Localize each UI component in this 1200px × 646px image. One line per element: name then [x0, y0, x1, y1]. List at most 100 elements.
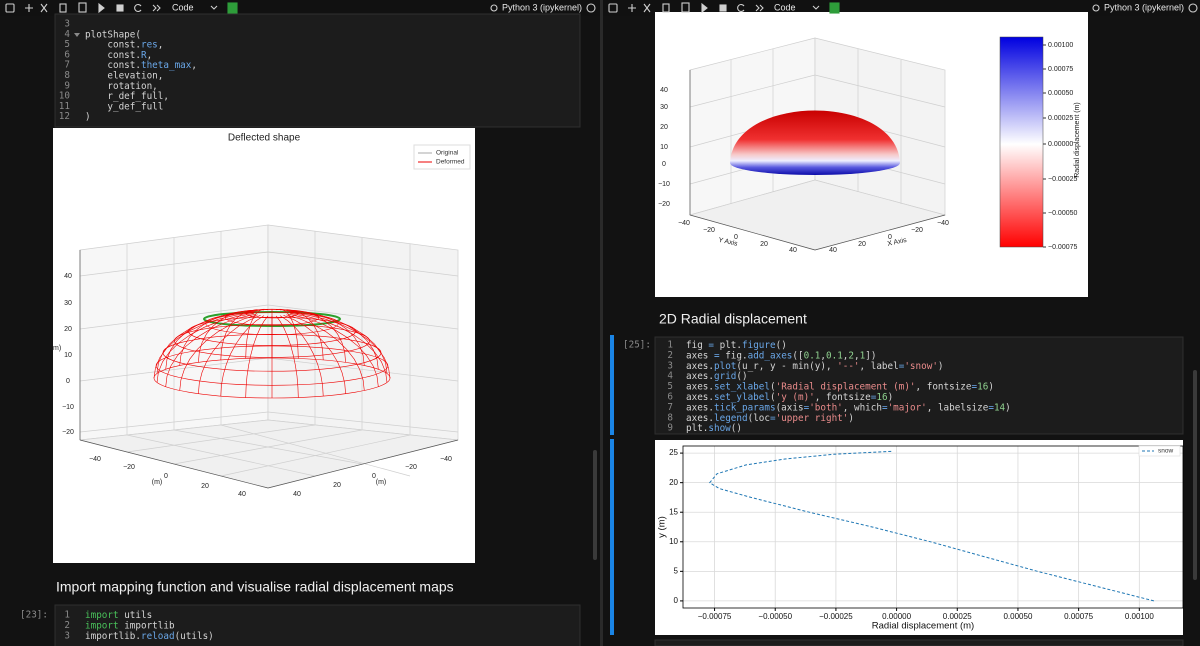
mesh-meridian: [179, 314, 258, 391]
toolbar-button[interactable]: [737, 3, 745, 13]
toolbar-button[interactable]: [227, 2, 238, 14]
z-tick-label: 40: [64, 273, 72, 280]
kernel-name[interactable]: Python 3 (ipykernel): [502, 2, 582, 12]
toolbar-button[interactable]: [812, 5, 820, 10]
toolbar-button[interactable]: [78, 2, 87, 13]
toolbar-button[interactable]: [681, 2, 690, 13]
colorbar-tick-label: −0.00050: [1048, 210, 1077, 217]
z-tick-label: 40: [660, 87, 668, 94]
line-number: 8: [64, 70, 70, 81]
z-tick-label: 0: [662, 161, 666, 168]
y-tick-label: 15: [669, 507, 678, 516]
x-tick-label: 0.00050: [1003, 612, 1032, 621]
code-line: rotation,: [85, 80, 158, 91]
y-tick-label: 25: [669, 448, 678, 457]
z-tick-label: 0: [66, 378, 70, 385]
code-line: const.res,: [85, 39, 163, 50]
toolbar-button[interactable]: [608, 3, 618, 13]
data-line: [708, 450, 1155, 602]
legend-label: Deformed: [436, 159, 465, 166]
toolbar-button[interactable]: [116, 4, 124, 12]
toolbar-button[interactable]: [134, 3, 142, 13]
mesh-meridian: [198, 310, 261, 363]
tick-label: 0: [888, 234, 892, 241]
line-number: 7: [64, 60, 70, 71]
axis-label: (m): [152, 479, 163, 486]
toolbar-button[interactable]: [1188, 3, 1198, 13]
tick-label: 0: [372, 473, 376, 480]
toolbar-icons: [5, 2, 596, 14]
toolbar-button[interactable]: [701, 2, 708, 14]
toolbar-button[interactable]: [643, 3, 651, 13]
mesh-meridian: [286, 310, 365, 366]
code-line: elevation,: [85, 70, 163, 81]
toolbar-button[interactable]: [490, 4, 498, 12]
line-number: 9: [667, 423, 673, 434]
mesh-meridian: [289, 313, 388, 383]
x-tick-label: −0.00050: [758, 612, 792, 621]
code-cell[interactable]: [54, 604, 581, 646]
code-line: plt.show(): [686, 423, 742, 434]
line-number: 5: [667, 381, 673, 392]
cell-type-dropdown[interactable]: Code: [172, 2, 194, 12]
tick-label: −40: [89, 456, 101, 463]
toolbar-button[interactable]: [210, 5, 218, 10]
cell-selection-bar: [610, 439, 614, 635]
toolbar-button[interactable]: [586, 3, 596, 13]
cell-selection-bar: [610, 335, 614, 435]
axes-3d: [79, 224, 459, 489]
tick-label: −40: [440, 456, 452, 463]
toolbar-button[interactable]: [1092, 4, 1100, 12]
toolbar-button[interactable]: [98, 2, 105, 14]
toolbar-button[interactable]: [59, 3, 67, 13]
code-line: plotShape(: [85, 29, 141, 40]
code-line: axes.tick_params(axis='both', which='maj…: [686, 402, 1011, 413]
tick-label: 40: [829, 247, 837, 254]
toolbar-button[interactable]: [152, 4, 161, 12]
fold-arrow[interactable]: [74, 33, 80, 37]
colorbar-tick-label: −0.00025: [1048, 176, 1077, 183]
toolbar: [0, 0, 600, 16]
code-cell[interactable]: [54, 13, 581, 128]
cell-type-dropdown[interactable]: Code: [774, 2, 796, 12]
code-line: y_def_full: [85, 101, 163, 112]
z-tick-label: −20: [62, 429, 74, 436]
kernel-name[interactable]: Python 3 (ipykernel): [1104, 2, 1184, 12]
line-number: 4: [64, 29, 70, 40]
code-line: ): [85, 111, 91, 122]
colorbar-tick-label: 0.00050: [1048, 90, 1073, 97]
y-tick-label: 20: [669, 478, 678, 487]
z-tick-label: 20: [660, 124, 668, 131]
tick-label: 20: [201, 483, 209, 490]
toolbar-button[interactable]: [25, 4, 33, 12]
code-cell[interactable]: [654, 639, 1184, 646]
code-line: import utils: [85, 610, 152, 621]
axis-label: m): [53, 345, 61, 352]
x-axis-label: Radial displacement (m): [872, 621, 974, 632]
colorbar-tick-label: 0.00025: [1048, 115, 1073, 122]
line-number: 3: [667, 360, 673, 371]
tick-label: −40: [937, 220, 949, 227]
toolbar-button[interactable]: [628, 4, 636, 12]
toolbar-button[interactable]: [829, 2, 840, 14]
scrollbar[interactable]: [593, 450, 597, 560]
toolbar-button[interactable]: [40, 3, 48, 13]
toolbar-button[interactable]: [755, 4, 764, 12]
toolbar-button[interactable]: [719, 4, 727, 12]
line-number: 3: [64, 19, 70, 30]
scrollbar[interactable]: [1193, 370, 1197, 580]
code-line: r_def_full,: [85, 91, 169, 102]
line-number: 12: [59, 111, 70, 122]
axis-label: X Axis: [887, 237, 908, 248]
x-tick-label: 0.00075: [1064, 612, 1093, 621]
line-number: 4: [667, 371, 673, 382]
toolbar-button[interactable]: [5, 3, 15, 13]
markdown-heading: Import mapping function and visualise ra…: [56, 579, 454, 595]
toolbar-button[interactable]: [662, 3, 670, 13]
tick-label: −20: [911, 227, 923, 234]
code-cell[interactable]: [654, 336, 1184, 435]
cell-prompt: [23]:: [20, 610, 48, 621]
z-tick-label: 10: [660, 144, 668, 151]
line-number: 5: [64, 39, 70, 50]
line-number: 1: [667, 340, 673, 351]
